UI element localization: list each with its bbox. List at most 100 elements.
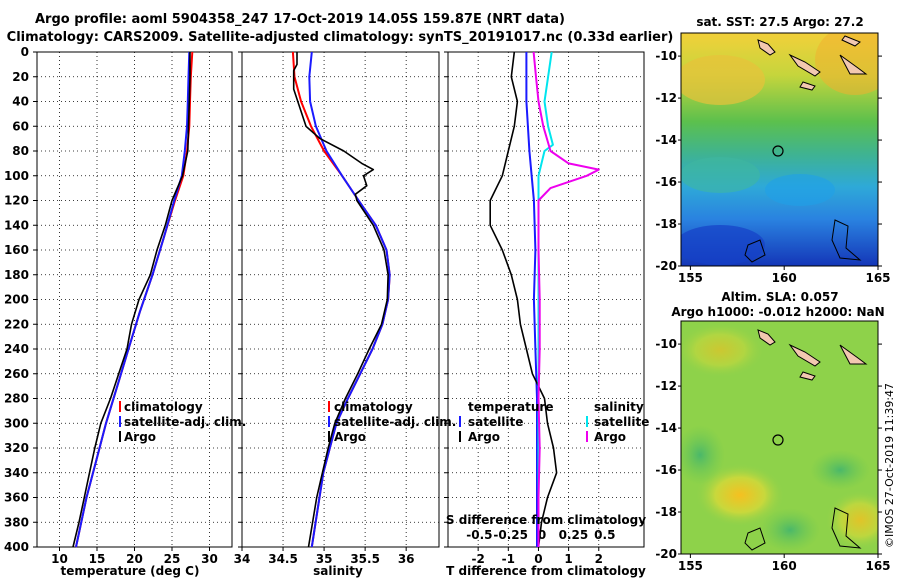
argo-position-marker: [772, 145, 784, 157]
map-y-tick-label: -16: [655, 175, 677, 189]
sst-cool-patch: [681, 157, 760, 193]
map-y-tick-label: -18: [655, 505, 677, 519]
series-temperature-argo: [489, 51, 558, 548]
x-tick-label: 1: [564, 552, 572, 566]
x-tick-label: 2: [595, 552, 603, 566]
imos-credit: ©IMOS 27-Oct-2019 11:39:47: [883, 383, 896, 548]
depth-tick-label: 0: [21, 45, 29, 59]
legend-swatch-argo: [328, 431, 330, 442]
depth-tick-label: 380: [4, 515, 29, 529]
sst-cold-patch: [681, 225, 765, 265]
bathymetry-contour: [744, 527, 766, 551]
series-salinity-satellite: [537, 51, 554, 547]
legend-swatch-temp-argo: [459, 431, 461, 442]
sla-map: [681, 321, 878, 554]
depth-tick-label: 400: [4, 540, 29, 554]
map-y-tick-label: -14: [655, 133, 677, 147]
island-outline: [757, 329, 776, 346]
depth-tick-label: 200: [4, 293, 29, 307]
x-tick-label: -2: [471, 552, 484, 566]
map-y-tick-label: -12: [655, 379, 677, 393]
sst-map-axes: 155 160 165 -10 -12 -14 -16 -18 -20: [655, 49, 890, 285]
sst-warm-patch: [681, 55, 765, 105]
map-x-tick-label: 165: [865, 559, 890, 573]
legend-swatch-temp-satellite: [459, 416, 461, 427]
legend-swatch-satellite: [328, 416, 330, 427]
x-tick-label: 20: [126, 552, 143, 566]
bathymetry-contour: [744, 239, 766, 263]
legend-title-temperature: temperature: [468, 400, 553, 414]
sst-map-frame: [680, 32, 879, 267]
x-tick-label: 25: [164, 552, 181, 566]
sla-map-title-1: Altim. SLA: 0.057: [721, 290, 838, 304]
map-y-tick-label: -10: [655, 49, 677, 63]
argo-position-marker: [772, 434, 784, 446]
island-outline: [799, 81, 816, 91]
salinity-panel: [241, 51, 440, 548]
map-y-tick-label: -10: [655, 337, 677, 351]
map-x-tick-label: 155: [678, 271, 703, 285]
s-tick-label: 0.25: [559, 528, 589, 542]
depth-tick-label: 180: [4, 268, 29, 282]
series-satellite-adj.-clim.: [75, 51, 191, 548]
map-y-tick-label: -16: [655, 463, 677, 477]
series-argo: [292, 52, 389, 548]
legend-label-climatology: climatology: [334, 400, 413, 414]
legend-label-satellite: satellite-adj. clim.: [124, 415, 246, 429]
series-salinity-argo: [532, 51, 600, 547]
salinity-legend: climatology satellite-adj. clim. Argo: [328, 400, 456, 444]
legend-label-temp-argo: Argo: [468, 430, 500, 444]
depth-tick-label: 100: [4, 169, 29, 183]
legend-swatch-satellite: [119, 416, 121, 427]
title-line-1: Argo profile: aoml 5904358_247 17-Oct-20…: [35, 12, 565, 27]
x-tick-label: 0: [534, 552, 542, 566]
x-tick-label: 30: [201, 552, 218, 566]
profile-lines: [72, 51, 600, 548]
s-tick-label: -0.5: [466, 528, 492, 542]
salinity-xlabel: salinity: [313, 564, 363, 578]
sla-map-frame: [680, 320, 879, 555]
depth-tick-label: 340: [4, 466, 29, 480]
x-tick-label: -1: [502, 552, 515, 566]
legend-swatch-climatology: [328, 401, 330, 412]
x-tick-label: 15: [89, 552, 106, 566]
sst-warm-patch: [815, 33, 878, 95]
island-outline: [757, 39, 776, 56]
x-tick-label: 36: [398, 552, 415, 566]
depth-tick-label: 80: [12, 144, 29, 158]
legend-title-salinity: salinity: [594, 400, 644, 414]
map-y-tick-label: -20: [655, 259, 677, 273]
x-tick-label: 34: [234, 552, 251, 566]
sla-low-patch: [681, 425, 725, 485]
map-x-tick-label: 160: [772, 559, 797, 573]
legend-swatch-climatology: [119, 401, 121, 412]
legend-swatch-argo: [119, 431, 121, 442]
temperature-xlabel: temperature (deg C): [61, 564, 200, 578]
island-outline: [788, 53, 821, 77]
sla-high-patch: [681, 322, 765, 378]
island-outline: [839, 344, 868, 365]
difference-panel: [447, 51, 645, 548]
depth-tick-label: 240: [4, 342, 29, 356]
bathymetry-contour: [831, 219, 862, 261]
depth-tick-label: 40: [12, 95, 29, 109]
sla-low-patch: [810, 450, 870, 490]
map-y-tick-label: -14: [655, 421, 677, 435]
island-outline: [841, 35, 861, 47]
depth-tick-label: 20: [12, 70, 29, 84]
legend-label-argo: Argo: [124, 430, 156, 444]
sla-high-patch: [695, 463, 785, 527]
x-tick-label: 34.5: [268, 552, 298, 566]
map-x-tick-label: 160: [772, 271, 797, 285]
sla-low-patch: [760, 508, 820, 552]
island-outline: [799, 371, 816, 381]
depth-tick-label: 220: [4, 317, 29, 331]
x-tick-label: 35: [316, 552, 333, 566]
island-outline: [788, 343, 821, 367]
s-tick-label: 0: [538, 528, 546, 542]
depth-tick-label: 360: [4, 491, 29, 505]
depth-tick-label: 300: [4, 416, 29, 430]
legend-label-sal-argo: Argo: [594, 430, 626, 444]
bathymetry-contour: [831, 507, 862, 549]
